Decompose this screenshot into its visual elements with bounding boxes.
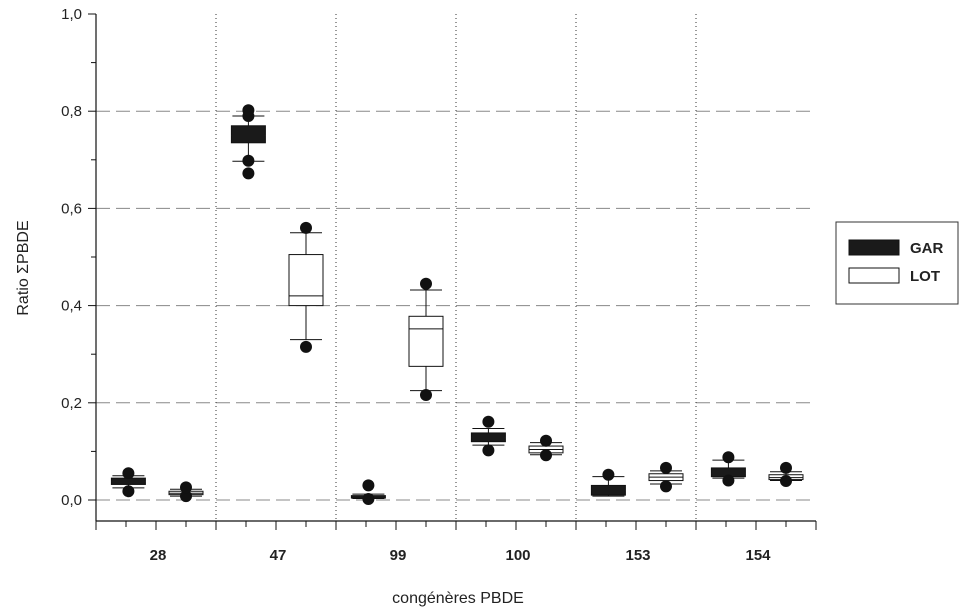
outlier-point [242, 104, 255, 117]
x-axis-title: congénères PBDE [392, 590, 524, 607]
box-iqr [408, 315, 444, 367]
x-tick-labels: 28 47 99 100 153 154 [150, 547, 772, 564]
legend: GAR LOT [835, 221, 959, 305]
box-lot-153 [648, 461, 684, 493]
boxplot-series [110, 104, 804, 506]
outlier-point [242, 167, 255, 180]
outlier-point [780, 475, 792, 488]
box-gar-153 [590, 468, 626, 497]
outlier-point [122, 485, 135, 498]
outlier-point [122, 467, 135, 480]
x-tick-label: 154 [745, 547, 771, 564]
y-tick-label: 0,4 [61, 298, 82, 315]
outlier-point [180, 490, 192, 503]
box-lot-100 [528, 434, 564, 462]
box-gar-28 [110, 467, 146, 498]
box-iqr [230, 125, 266, 144]
x-tick-label: 47 [270, 547, 287, 564]
y-axis-title: Ratio ΣPBDE [15, 220, 32, 315]
x-tick-label: 28 [150, 547, 167, 564]
outlier-point [722, 474, 735, 487]
box-lot-99 [408, 277, 444, 402]
axes [88, 13, 817, 530]
outlier-point [660, 480, 672, 493]
y-tick-labels: 0,0 0,2 0,4 0,6 0,8 1,0 [61, 6, 82, 509]
outlier-point [362, 479, 375, 492]
legend-label-gar: GAR [910, 240, 944, 257]
x-tick-label: 100 [505, 547, 530, 564]
outlier-point [180, 481, 192, 494]
outlier-point [300, 221, 312, 234]
outlier-point [602, 468, 615, 481]
box-lot-47 [288, 221, 324, 353]
x-tick-label: 99 [390, 547, 407, 564]
x-tick-label: 153 [625, 547, 650, 564]
y-tick-label: 1,0 [61, 6, 82, 23]
y-tick-label: 0,2 [61, 395, 82, 412]
outlier-point [242, 154, 255, 167]
box-lot-28 [168, 481, 204, 503]
outlier-point [482, 444, 495, 457]
box-gar-154 [710, 451, 746, 487]
legend-swatch-lot [848, 267, 900, 284]
outlier-point [780, 461, 792, 474]
outlier-point [540, 449, 552, 462]
box-iqr [288, 254, 324, 307]
gridlines [96, 110, 816, 501]
legend-label-lot: LOT [910, 268, 940, 285]
outlier-point [482, 415, 495, 428]
outlier-point [420, 389, 432, 402]
group-separators [215, 14, 697, 521]
y-tick-label: 0,0 [61, 492, 82, 509]
outlier-point [660, 461, 672, 474]
outlier-point [540, 434, 552, 447]
box-gar-47 [230, 104, 266, 180]
outlier-point [362, 493, 375, 506]
box-gar-99 [350, 479, 386, 506]
box-lot-154 [768, 461, 804, 488]
legend-frame [835, 221, 959, 305]
outlier-point [300, 340, 312, 353]
y-tick-label: 0,8 [61, 103, 82, 120]
outlier-point [420, 277, 432, 290]
legend-swatch-gar [848, 239, 900, 256]
y-tick-label: 0,6 [61, 200, 82, 217]
outlier-point [722, 451, 735, 464]
box-gar-100 [470, 415, 506, 457]
